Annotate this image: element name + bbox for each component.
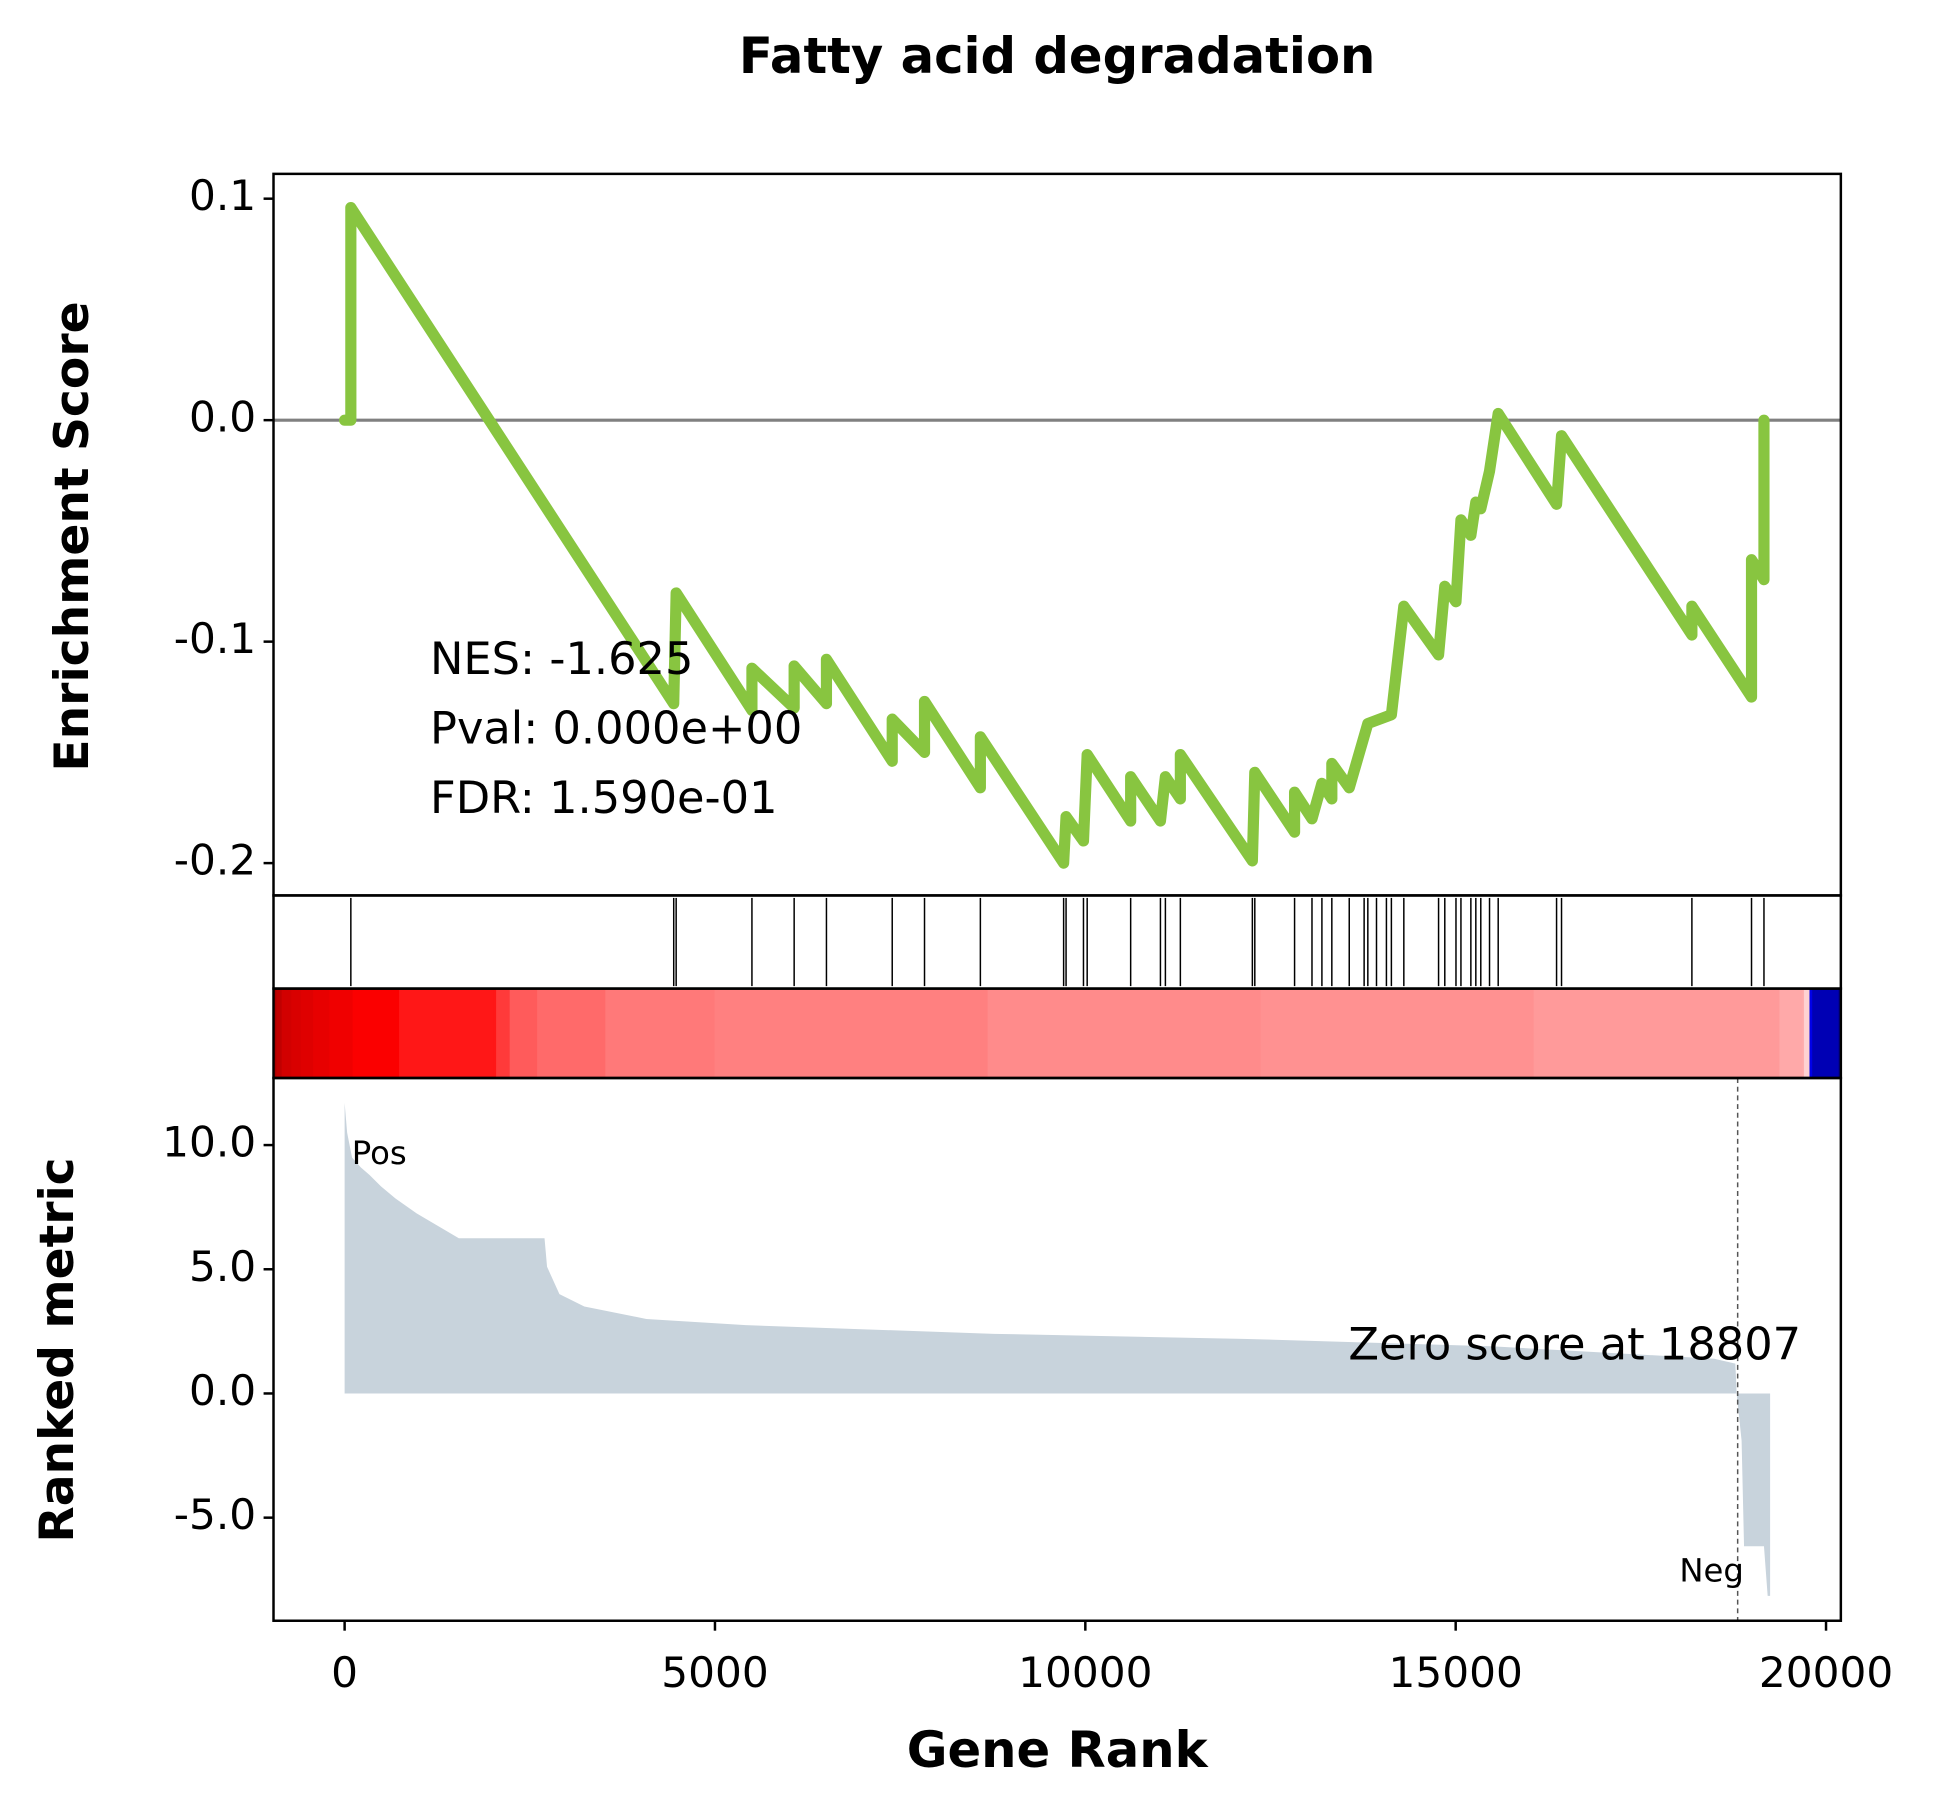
x-tick-label: 5000 (661, 1648, 768, 1697)
heatmap-cell (352, 988, 400, 1079)
heatmap-cell (1804, 988, 1811, 1079)
frame (272, 894, 1843, 990)
heatmap-cell (1812, 988, 1835, 1079)
y-tick-label: -0.1 (174, 614, 256, 663)
y-tick-label: 10.0 (162, 1118, 256, 1167)
plot-area: 0.1 0.0 -0.1 -0.2 NES: -1.625 Pval: 0.000e+00… (162, 171, 1893, 1697)
stat-annotation: FDR: 1.590e-01 (430, 771, 778, 824)
heatmap-cell (329, 988, 354, 1079)
stat-annotation: NES: -1.625 (430, 632, 693, 685)
y-tick-label: 0.0 (189, 1366, 256, 1415)
y-tick-label: -5.0 (174, 1490, 256, 1539)
heatmap-cell (493, 988, 497, 1079)
heatmap-cell (281, 988, 292, 1079)
heatmap-cell (509, 988, 538, 1079)
heatmap-cell (1802, 988, 1805, 1079)
heatmap-cell (1533, 988, 1781, 1079)
metric-area (344, 1102, 1771, 1596)
x-tick-label: 15000 (1389, 1648, 1523, 1697)
heatmap-cell (605, 988, 716, 1079)
neg-label: Neg (1679, 1551, 1744, 1589)
enrichment-line (339, 201, 1770, 869)
heatmap-cell (987, 988, 1262, 1079)
pos-label: Pos (352, 1134, 407, 1172)
x-tick-label: 0 (331, 1648, 358, 1697)
x-axis-label: Gene Rank (907, 1721, 1209, 1779)
frame (272, 1076, 1843, 1622)
heatmap-cell (537, 988, 606, 1079)
heatmap-cell (1834, 988, 1839, 1079)
heatmap-cell (300, 988, 314, 1079)
x-tick-label: 10000 (1018, 1648, 1152, 1697)
y-axis-label: Enrichment Score (45, 301, 100, 771)
y-tick-label: 0.1 (189, 171, 256, 220)
heatmap-cell (313, 988, 331, 1079)
heatmap-cell (1809, 988, 1813, 1079)
y-tick-label: 0.0 (189, 393, 256, 442)
heatmap-cell (1779, 988, 1804, 1079)
zero-score-label: Zero score at 18807 (1348, 1318, 1801, 1371)
y-tick-label: 5.0 (189, 1242, 256, 1291)
heatmap-cell (496, 988, 511, 1079)
heatmap-cell (273, 988, 277, 1079)
heatmap-cell (276, 988, 283, 1079)
y-axis-label: Ranked metric (30, 1157, 85, 1542)
stat-annotation: Pval: 0.000e+00 (430, 702, 802, 755)
chart-title: Fatty acid degradation (739, 27, 1376, 85)
heatmap-cell (291, 988, 302, 1079)
heatmap-cell (399, 988, 494, 1079)
heatmap-cell (714, 988, 989, 1079)
y-tick-label: -0.2 (174, 836, 256, 885)
heatmap-cell (1260, 988, 1535, 1079)
x-tick-label: 20000 (1759, 1648, 1893, 1697)
